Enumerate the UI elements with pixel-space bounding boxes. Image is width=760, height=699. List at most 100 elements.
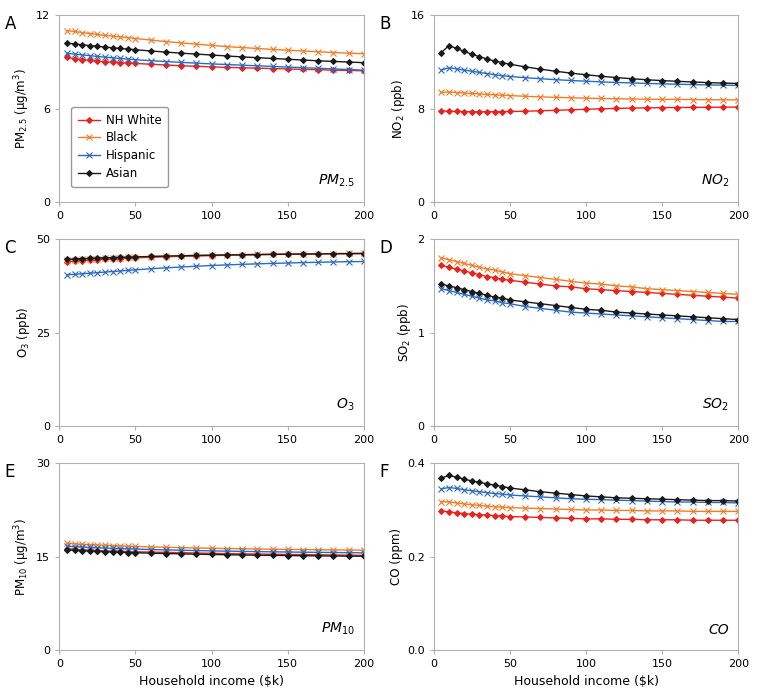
NH White <box>123 59 132 67</box>
NH White <box>268 64 277 73</box>
Text: E: E <box>5 463 15 481</box>
Hispanic <box>123 55 132 64</box>
Hispanic <box>299 64 308 72</box>
NH White <box>62 53 71 62</box>
Asian <box>299 56 308 64</box>
Black <box>283 46 293 55</box>
Asian <box>192 50 201 58</box>
Black <box>253 44 262 52</box>
Black <box>329 48 338 57</box>
Asian <box>62 39 71 48</box>
Black <box>344 49 353 57</box>
NH White <box>78 55 87 64</box>
NH White <box>314 66 323 74</box>
Text: B: B <box>379 15 391 33</box>
Hispanic <box>161 57 170 66</box>
Asian <box>108 43 117 52</box>
Hispanic <box>176 58 185 66</box>
Y-axis label: PM$_{10}$ (μg/m$^{3}$): PM$_{10}$ (μg/m$^{3}$) <box>12 518 32 596</box>
Black <box>62 27 71 35</box>
Black <box>176 38 185 47</box>
Hispanic <box>222 60 231 69</box>
Text: D: D <box>379 239 392 257</box>
Hispanic <box>93 52 102 61</box>
NH White <box>207 63 216 71</box>
Text: C: C <box>5 239 16 257</box>
NH White <box>100 58 109 66</box>
Hispanic <box>253 62 262 70</box>
Y-axis label: SO$_2$ (ppb): SO$_2$ (ppb) <box>397 303 413 362</box>
Black <box>222 43 231 51</box>
Black <box>161 38 170 46</box>
X-axis label: Household income ($k): Household income ($k) <box>139 675 284 688</box>
NH White <box>176 62 185 70</box>
Asian <box>359 59 369 67</box>
Black <box>70 27 79 36</box>
Asian <box>116 44 125 52</box>
Black <box>268 45 277 54</box>
Y-axis label: CO (ppm): CO (ppm) <box>390 528 403 585</box>
NH White <box>161 61 170 69</box>
Text: CO: CO <box>708 624 729 637</box>
Line: Black: Black <box>63 27 367 57</box>
NH White <box>70 55 79 63</box>
Line: NH White: NH White <box>65 55 366 73</box>
Text: A: A <box>5 15 16 33</box>
Hispanic <box>62 49 71 57</box>
Hispanic <box>131 55 140 64</box>
Black <box>100 31 109 40</box>
Hispanic <box>344 65 353 73</box>
Asian <box>237 52 246 61</box>
Legend: NH White, Black, Hispanic, Asian: NH White, Black, Hispanic, Asian <box>71 107 169 187</box>
Y-axis label: O$_3$ (ppb): O$_3$ (ppb) <box>15 307 32 359</box>
Hispanic <box>192 59 201 67</box>
Text: PM$_{2.5}$: PM$_{2.5}$ <box>318 173 355 189</box>
Asian <box>161 48 170 56</box>
Black <box>93 30 102 38</box>
Hispanic <box>70 50 79 58</box>
Y-axis label: PM$_{2.5}$ (μg/m$^{3}$): PM$_{2.5}$ (μg/m$^{3}$) <box>12 69 32 149</box>
Black <box>78 29 87 37</box>
Hispanic <box>108 54 117 62</box>
Hispanic <box>78 51 87 59</box>
Black <box>359 50 369 58</box>
Line: Asian: Asian <box>65 41 366 65</box>
Asian <box>253 54 262 62</box>
Hispanic <box>283 63 293 71</box>
Black <box>299 47 308 55</box>
NH White <box>359 66 369 75</box>
NH White <box>253 64 262 72</box>
Asian <box>70 40 79 48</box>
Asian <box>314 57 323 65</box>
X-axis label: Household income ($k): Household income ($k) <box>514 675 658 688</box>
Asian <box>131 45 140 54</box>
NH White <box>116 59 125 67</box>
NH White <box>108 58 117 66</box>
NH White <box>93 57 102 65</box>
Asian <box>268 55 277 63</box>
NH White <box>85 56 94 64</box>
Asian <box>176 49 185 57</box>
Asian <box>344 58 353 66</box>
Black <box>85 29 94 38</box>
Asian <box>123 45 132 53</box>
Black <box>131 34 140 43</box>
Black <box>146 36 155 44</box>
Black <box>192 40 201 48</box>
Hispanic <box>237 61 246 69</box>
NH White <box>344 66 353 75</box>
NH White <box>299 65 308 73</box>
NH White <box>237 64 246 72</box>
Asian <box>207 51 216 59</box>
Black <box>116 33 125 41</box>
Black <box>108 32 117 41</box>
Hispanic <box>359 66 369 74</box>
Hispanic <box>329 65 338 73</box>
Black <box>207 41 216 50</box>
NH White <box>146 60 155 69</box>
Text: PM$_{10}$: PM$_{10}$ <box>321 621 355 637</box>
Hispanic <box>85 52 94 60</box>
Asian <box>329 57 338 66</box>
Hispanic <box>116 55 125 63</box>
Asian <box>146 47 155 55</box>
